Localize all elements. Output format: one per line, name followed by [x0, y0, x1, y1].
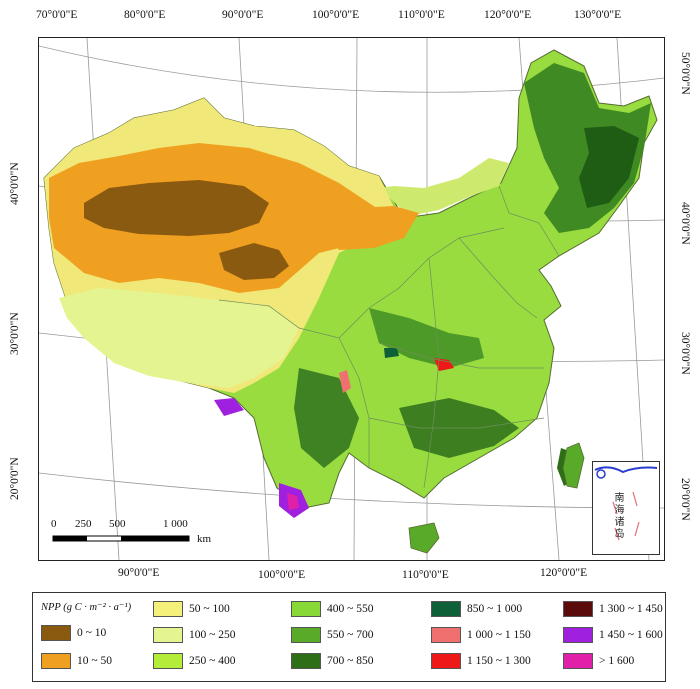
legend-swatch — [431, 601, 461, 617]
legend-swatch — [153, 627, 183, 643]
lat-label-left: 20°0'0"N — [9, 457, 21, 500]
scale-tick-250: 250 — [75, 518, 92, 530]
legend-label: 1 150 ~ 1 300 — [467, 655, 531, 667]
legend-item: 10 ~ 50 — [41, 653, 112, 669]
scale-tick-0: 0 — [51, 518, 57, 530]
lat-label-left: 40°0'0"N — [9, 162, 21, 205]
legend-item: 400 ~ 550 — [291, 601, 373, 617]
qaidam-desert — [219, 243, 289, 280]
legend-item: 250 ~ 400 — [153, 653, 235, 669]
legend-item: 50 ~ 100 — [153, 601, 230, 617]
taiwan-island — [562, 442, 585, 489]
legend-label: 400 ~ 550 — [327, 603, 374, 615]
lat-label-right: 20°0'0"N — [679, 478, 691, 521]
legend-item: 1 000 ~ 1 150 — [431, 627, 531, 643]
lat-label-right: 40°0'0"N — [679, 202, 691, 245]
lat-label-left: 30°0'0"N — [9, 312, 21, 355]
legend-swatch — [431, 653, 461, 669]
legend-item: 1 300 ~ 1 450 — [563, 601, 663, 617]
legend-item: 0 ~ 10 — [41, 625, 106, 641]
legend-label: > 1 600 — [599, 655, 635, 667]
legend-swatch — [291, 601, 321, 617]
north-orange — [319, 206, 419, 250]
legend-item: 850 ~ 1 000 — [431, 601, 522, 617]
legend-label: 100 ~ 250 — [189, 629, 236, 641]
legend: NPP (g C · m⁻² · a⁻¹) 0 ~ 10 10 ~ 50 50 … — [32, 592, 666, 682]
lon-label-top: 110°0'0"E — [398, 9, 445, 21]
legend-swatch — [153, 601, 183, 617]
legend-swatch — [291, 627, 321, 643]
lon-label-top: 80°0'0"E — [124, 9, 166, 21]
legend-label: 1 300 ~ 1 450 — [599, 603, 663, 615]
lon-label-top: 130°0'0"E — [574, 9, 622, 21]
legend-label: 700 ~ 850 — [327, 655, 374, 667]
inset-label: 南海诸岛 — [612, 492, 623, 540]
north-grassland — [379, 158, 509, 216]
legend-swatch — [291, 653, 321, 669]
lat-label-right: 50°0'0"N — [679, 52, 691, 95]
province-boundaries — [218, 185, 560, 489]
legend-item: 100 ~ 250 — [153, 627, 235, 643]
central-forest — [369, 308, 484, 368]
legend-item: 1 450 ~ 1 600 — [563, 627, 663, 643]
hainan-island — [408, 522, 440, 554]
legend-label: 0 ~ 10 — [77, 627, 107, 639]
taklamakan-desert — [84, 180, 269, 236]
lon-label-bottom: 120°0'0"E — [540, 567, 588, 579]
legend-swatch — [563, 627, 593, 643]
legend-label: 250 ~ 400 — [189, 655, 236, 667]
legend-label: 1 000 ~ 1 150 — [467, 629, 531, 641]
scale-bar[interactable] — [52, 535, 190, 542]
lon-label-top: 90°0'0"E — [222, 9, 264, 21]
lon-label-bottom: 100°0'0"E — [258, 569, 306, 581]
scale-unit: km — [197, 533, 212, 545]
lon-label-top: 70°0'0"E — [36, 9, 78, 21]
legend-item: > 1 600 — [563, 653, 634, 669]
legend-item: 700 ~ 850 — [291, 653, 373, 669]
southwest-forest — [294, 368, 359, 468]
legend-label: 10 ~ 50 — [77, 655, 112, 667]
legend-item: 1 150 ~ 1 300 — [431, 653, 531, 669]
tibet-plateau — [59, 288, 299, 388]
legend-swatch — [41, 653, 71, 669]
lon-label-top: 100°0'0"E — [312, 9, 360, 21]
legend-label: 50 ~ 100 — [189, 603, 230, 615]
lon-label-bottom: 90°0'0"E — [118, 567, 160, 579]
scale-tick-500: 500 — [109, 518, 126, 530]
npp-map: 0 250 500 1 000 km — [38, 37, 665, 561]
northeast-forest — [524, 63, 651, 233]
legend-label: 550 ~ 700 — [327, 629, 374, 641]
legend-label: 1 450 ~ 1 600 — [599, 629, 663, 641]
legend-swatch — [563, 653, 593, 669]
legend-title: NPP (g C · m⁻² · a⁻¹) — [41, 602, 132, 613]
lat-label-right: 30°0'0"N — [679, 332, 691, 375]
inset-graphic — [594, 466, 658, 541]
legend-swatch — [431, 627, 461, 643]
lon-label-top: 120°0'0"E — [484, 9, 532, 21]
legend-swatch — [563, 601, 593, 617]
legend-label: 850 ~ 1 000 — [467, 603, 523, 615]
legend-swatch — [153, 653, 183, 669]
northeast-deep-forest — [579, 126, 639, 208]
legend-swatch — [41, 625, 71, 641]
lon-label-bottom: 110°0'0"E — [402, 569, 449, 581]
legend-item: 550 ~ 700 — [291, 627, 373, 643]
map-graphic — [39, 38, 664, 560]
scale-tick-1000: 1 000 — [163, 518, 188, 530]
south-china-sea-inset: 南海诸岛 — [592, 461, 660, 555]
